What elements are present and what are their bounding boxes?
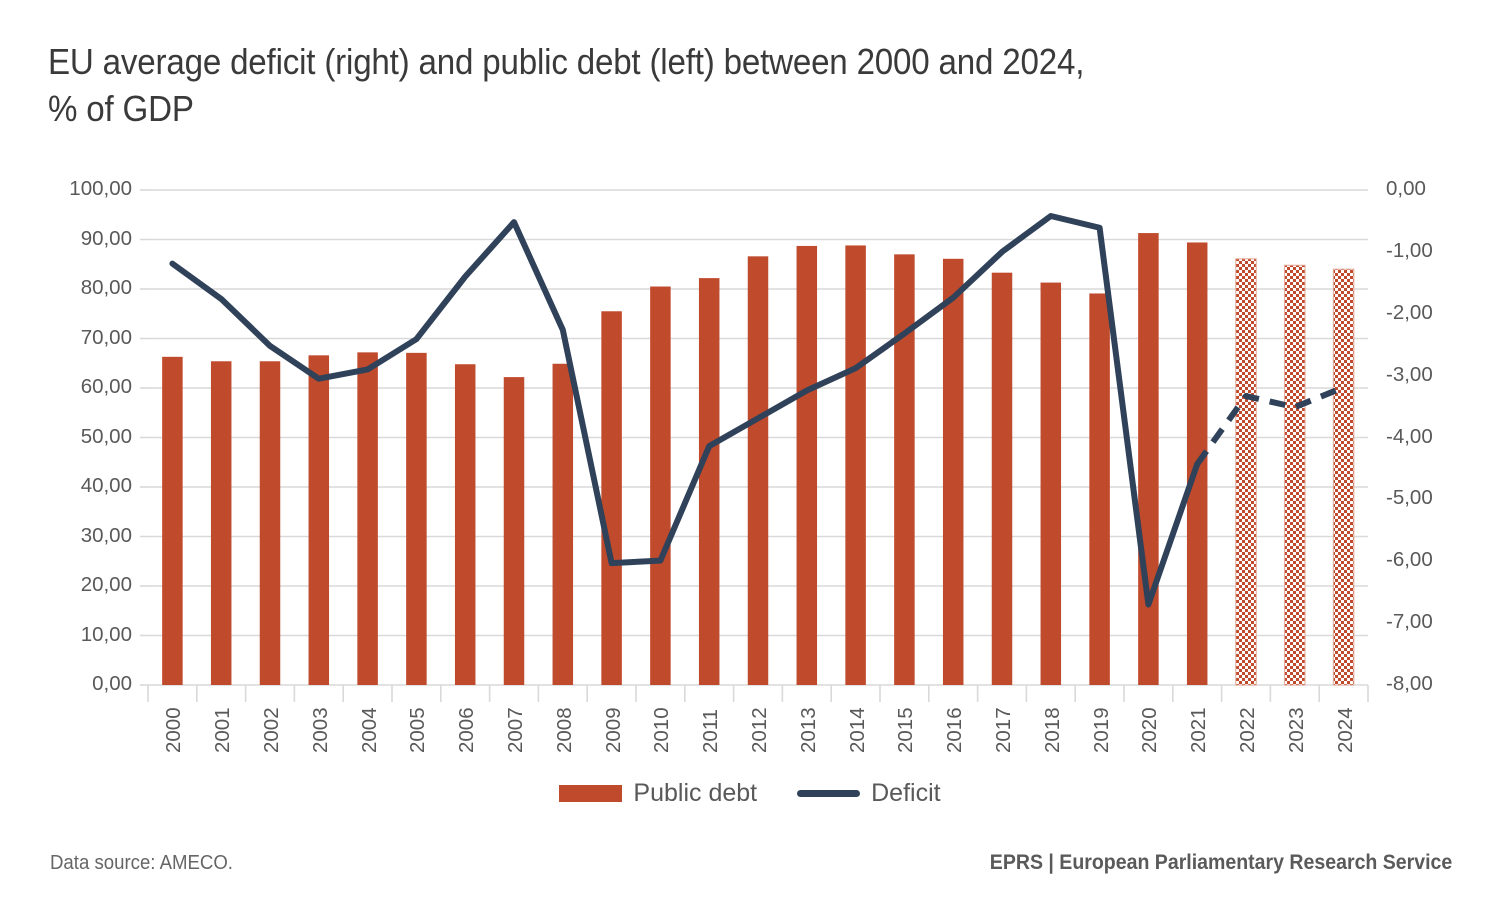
bar-2018 xyxy=(1040,282,1062,685)
bar-series-public-debt xyxy=(162,233,1355,686)
x-tick-label-2006: 2006 xyxy=(455,707,479,753)
bar-2006 xyxy=(454,364,476,685)
bar-2019 xyxy=(1089,293,1110,685)
y-left-tick-label: 30,00 xyxy=(80,523,132,547)
y-right-tick-label: -6,00 xyxy=(1386,548,1433,572)
x-tick-label-2024: 2024 xyxy=(1333,707,1357,753)
x-tick-label-2009: 2009 xyxy=(601,707,625,753)
page-title: EU average deficit (right) and public de… xyxy=(48,41,1085,129)
legend-label: Public debt xyxy=(633,779,758,807)
legend-item-deficit[interactable]: Deficit xyxy=(797,779,941,808)
x-tick-label-2020: 2020 xyxy=(1138,707,1162,753)
bar-2005 xyxy=(406,352,427,685)
line-series-deficit xyxy=(169,212,1345,608)
x-tick-label-2022: 2022 xyxy=(1236,707,1259,753)
y-right-tick-label: -1,00 xyxy=(1386,238,1433,262)
bar-2003 xyxy=(308,355,330,685)
y-left-tick-label: 80,00 xyxy=(80,276,132,299)
bar-2010 xyxy=(650,286,671,685)
y-left-tick-label: 100,00 xyxy=(69,177,132,200)
chart-legend: Public debt Deficit xyxy=(0,779,1500,808)
x-tick-label-2001: 2001 xyxy=(211,707,235,753)
x-tick-label-2016: 2016 xyxy=(943,707,967,753)
x-tick-label-2005: 2005 xyxy=(406,707,430,753)
legend-label: Deficit xyxy=(871,779,941,807)
bar-2015 xyxy=(894,254,915,685)
x-axis-ticks xyxy=(147,685,1369,702)
x-tick-label-2023: 2023 xyxy=(1284,707,1308,753)
x-tick-label-2000: 2000 xyxy=(162,707,186,753)
x-tick-label-2008: 2008 xyxy=(552,707,576,753)
x-tick-label-2021: 2021 xyxy=(1187,707,1211,753)
y-left-tick-label: 90,00 xyxy=(80,226,132,250)
bar-2016 xyxy=(942,258,964,685)
legend-bar-swatch-icon xyxy=(559,785,623,802)
y-right-tick-label: -8,00 xyxy=(1386,672,1433,695)
bar-2004 xyxy=(357,352,378,685)
x-tick-label-2011: 2011 xyxy=(699,708,723,753)
x-tick-label-2004: 2004 xyxy=(357,707,381,753)
x-tick-label-2003: 2003 xyxy=(308,707,332,753)
x-tick-label-2014: 2014 xyxy=(845,707,869,753)
publisher-note: EPRS | European Parliamentary Research S… xyxy=(989,851,1452,874)
y-left-tick-label: 20,00 xyxy=(80,573,132,596)
y-left-tick-label: 10,00 xyxy=(80,622,132,646)
x-tick-label-2002: 2002 xyxy=(260,707,283,753)
x-tick-label-2019: 2019 xyxy=(1089,707,1113,753)
x-tick-label-2010: 2010 xyxy=(650,707,674,753)
y-right-tick-label: -7,00 xyxy=(1386,610,1433,634)
y-left-tick-label: 60,00 xyxy=(80,375,132,398)
y-right-tick-label: -4,00 xyxy=(1386,424,1433,448)
y-left-tick-label: 70,00 xyxy=(80,325,132,349)
bar-2024 xyxy=(1332,268,1355,686)
x-tick-label-2013: 2013 xyxy=(796,707,820,753)
y-left-tick-label: 0,00 xyxy=(92,672,132,695)
bar-2022 xyxy=(1235,258,1257,686)
x-tick-label-2007: 2007 xyxy=(504,707,527,753)
bar-2008 xyxy=(552,363,574,685)
bar-2002 xyxy=(259,361,281,685)
legend-line-swatch-icon xyxy=(797,790,861,797)
bar-2023 xyxy=(1284,264,1306,686)
bar-2012 xyxy=(747,256,769,685)
bar-2013 xyxy=(796,245,818,685)
bar-2014 xyxy=(845,245,866,685)
y-right-tick-label: -3,00 xyxy=(1386,362,1433,386)
x-tick-label-2017: 2017 xyxy=(992,707,1015,753)
bar-2000 xyxy=(162,356,183,685)
y-left-tick-label: 50,00 xyxy=(80,424,132,448)
y-left-tick-label: 40,00 xyxy=(80,474,132,497)
y-right-tick-label: -2,00 xyxy=(1386,300,1433,324)
y-right-tick-label: -5,00 xyxy=(1386,486,1433,510)
bar-2001 xyxy=(210,361,232,685)
bar-2009 xyxy=(601,311,622,685)
data-source-note: Data source: AMECO. xyxy=(50,852,233,874)
bar-2020 xyxy=(1138,233,1159,685)
x-tick-label-2012: 2012 xyxy=(748,707,771,753)
y-right-tick-label: 0,00 xyxy=(1386,177,1426,200)
bar-2017 xyxy=(991,272,1013,685)
bar-2011 xyxy=(698,278,720,685)
deficit-line-forecast xyxy=(1194,384,1345,466)
deficit-line-actual xyxy=(169,212,1201,608)
x-tick-label-2018: 2018 xyxy=(1040,707,1064,753)
x-tick-label-2015: 2015 xyxy=(894,707,918,753)
bar-2007 xyxy=(503,377,525,685)
legend-item-public-debt[interactable]: Public debt xyxy=(559,779,757,808)
